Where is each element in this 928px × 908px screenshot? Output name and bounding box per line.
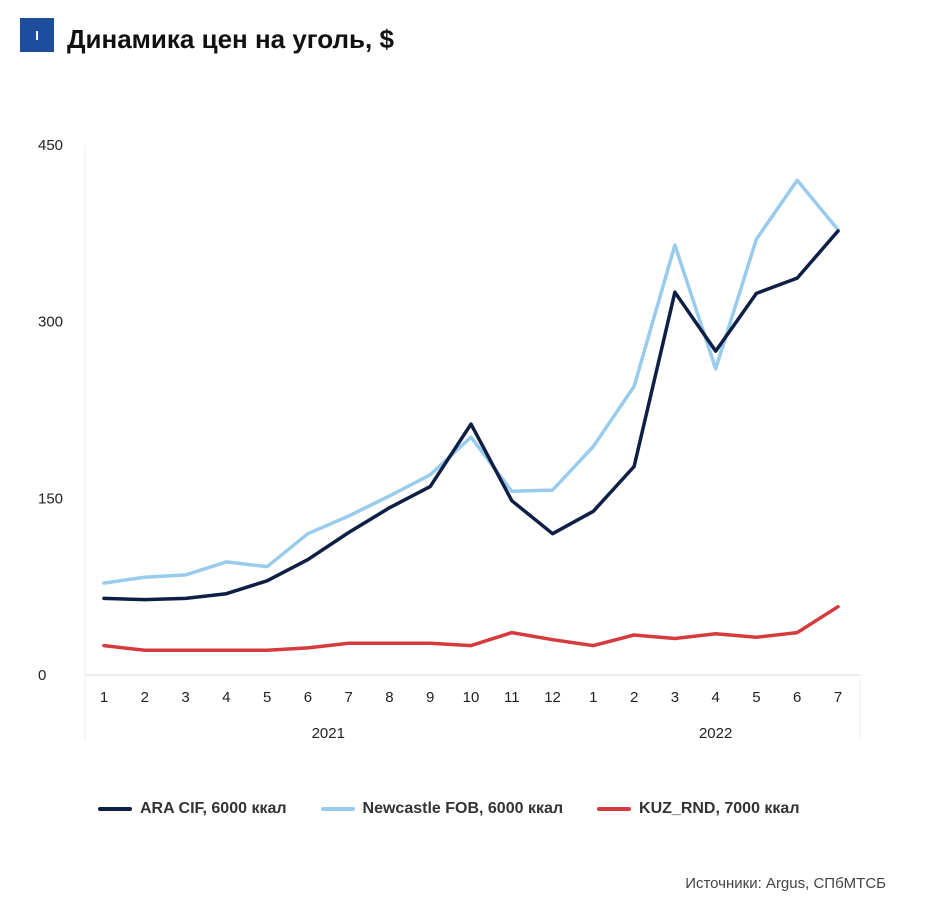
x-tick-label: 9	[426, 689, 434, 706]
x-tick-label: 5	[263, 689, 271, 706]
x-tick-label: 5	[752, 689, 760, 706]
chart-title: Динамика цен на уголь, $	[67, 24, 394, 54]
legend-label-ara: ARA CIF, 6000 ккал	[140, 800, 287, 817]
x-tick-label: 4	[711, 689, 719, 706]
series-line-newcastle	[102, 178, 840, 585]
x-tick-label: 7	[344, 689, 352, 706]
legend-swatch-newcastle	[320, 807, 355, 811]
x-tick-label: 12	[544, 689, 561, 706]
legend-swatch-kuz	[597, 807, 632, 811]
y-tick-label: 300	[38, 314, 63, 331]
series-line-ara	[102, 229, 840, 602]
x-tick-label: 4	[222, 689, 230, 706]
x-tick-label: 7	[834, 689, 842, 706]
section-badge: I	[20, 18, 54, 52]
source-note: Источники: Argus, СПбМТСБ	[685, 875, 886, 892]
series-line-kuz	[102, 604, 840, 653]
x-tick-label: 3	[181, 689, 189, 706]
x-tick-label: 2	[630, 689, 638, 706]
x-tick-label: 11	[504, 689, 520, 706]
legend-label-kuz: KUZ_RND, 7000 ккал	[639, 800, 800, 817]
y-tick-label: 150	[38, 490, 63, 507]
legend-item-ara: ARA CIF, 6000 ккал	[98, 800, 287, 818]
x-tick-label: 6	[304, 689, 312, 706]
x-tick-label: 6	[793, 689, 801, 706]
legend-item-newcastle: Newcastle FOB, 6000 ккал	[320, 800, 564, 818]
legend: ARA CIF, 6000 ккал Newcastle FOB, 6000 к…	[98, 800, 833, 818]
x-tick-label: 10	[463, 689, 480, 706]
x-tick-label: 2	[141, 689, 149, 706]
year-label: 2022	[699, 725, 732, 742]
legend-swatch-ara	[98, 807, 132, 811]
legend-label-newcastle: Newcastle FOB, 6000 ккал	[362, 800, 564, 817]
x-tick-label: 8	[385, 689, 393, 706]
year-label: 2021	[312, 725, 345, 742]
x-tick-label: 3	[671, 689, 679, 706]
legend-item-kuz: KUZ_RND, 7000 ккал	[597, 800, 799, 818]
y-tick-label: 0	[38, 667, 46, 684]
x-tick-label: 1	[100, 689, 108, 706]
x-tick-label: 1	[589, 689, 597, 706]
y-tick-label: 450	[38, 137, 63, 154]
